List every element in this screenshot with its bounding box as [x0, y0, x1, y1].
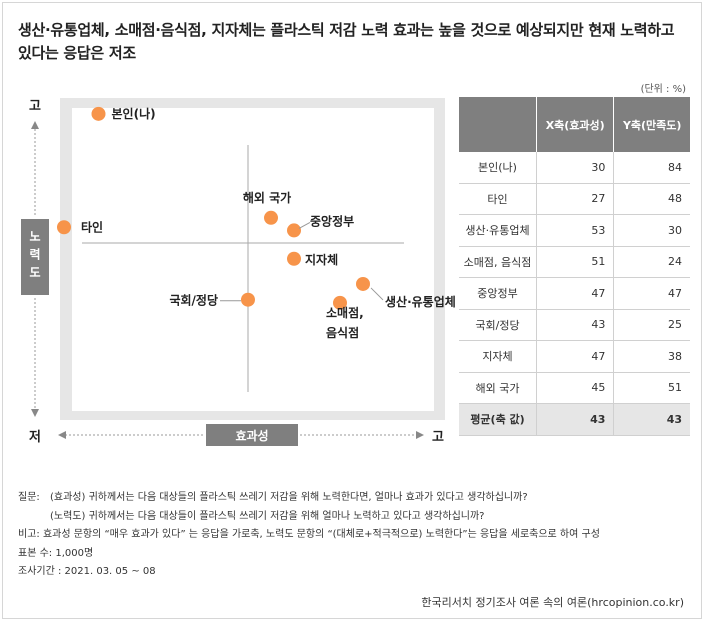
point-label: 지자체 [305, 252, 338, 267]
source-credit: 한국리서치 정기조사 여론 속의 여론(hrcopinion.co.kr) [421, 596, 684, 609]
scatter-point [91, 106, 106, 121]
survey-period: 조사기간 : 2021. 03. 05 ~ 08 [18, 566, 156, 577]
scatter-point [57, 220, 71, 235]
scatter-point [333, 295, 347, 310]
data-table: X축(효과성) Y축(만족도) 본인(나) 30 84 타인 27 48 생산·유통업체 53… [459, 97, 690, 436]
row-y-value: 47 [613, 277, 690, 310]
average-row: 평균(축 값) 43 43 [459, 403, 690, 436]
row-x-value: 27 [536, 183, 615, 215]
x-axis-high-label: 고 [432, 430, 444, 445]
row-x-value: 30 [536, 152, 615, 184]
row-x-value: 51 [536, 246, 615, 278]
leader-line [370, 287, 384, 301]
avg-x-value: 43 [536, 403, 615, 436]
avg-y-value: 43 [613, 403, 690, 436]
point-label: 본인(나) [112, 106, 156, 121]
table-header-y: Y축(만족도) [613, 97, 690, 152]
y-axis-title: 노력도 [21, 219, 49, 295]
chart-title: 생산·유통업체, 소매점·음식점, 지자체는 플라스틱 저감 노력 효과는 높을… [18, 21, 675, 62]
row-y-value: 84 [613, 152, 690, 184]
y-axis-low-label: 저 [29, 430, 41, 445]
point-label: 타인 [81, 219, 103, 234]
table-row: 중앙정부 47 47 [459, 277, 690, 310]
row-y-value: 38 [613, 340, 690, 373]
question-1: (효과성) 귀하께서는 다음 대상들의 플라스틱 쓰레기 저감을 위해 노력한다… [50, 492, 528, 503]
table-row: 본인(나) 30 84 [459, 152, 690, 184]
point-label: 해외 국가 [243, 190, 291, 205]
table-row: 국회/정당 43 25 [459, 309, 690, 341]
scatter-point [264, 210, 278, 225]
point-label: 생산·유통업체 [385, 294, 456, 309]
row-x-value: 47 [536, 277, 615, 310]
row-x-value: 47 [536, 340, 615, 373]
row-y-value: 51 [613, 372, 690, 404]
table-row: 소매점, 음식점 51 24 [459, 246, 690, 278]
row-y-value: 30 [613, 214, 690, 247]
row-label: 생산·유통업체 [459, 214, 537, 247]
row-label: 국회/정당 [459, 309, 537, 341]
table-row: 해외 국가 45 51 [459, 372, 690, 404]
scatter-point [287, 251, 301, 266]
table-header-blank [459, 97, 537, 152]
row-label: 본인(나) [459, 152, 537, 184]
point-label: 국회/정당 [169, 293, 218, 308]
row-label: 지자체 [459, 340, 537, 373]
row-y-value: 48 [613, 183, 690, 215]
table-header-x: X축(효과성) [536, 97, 615, 152]
point-label: 중앙정부 [310, 213, 354, 228]
notes: 질문: (효과성) 귀하께서는 다음 대상들의 플라스틱 쓰레기 저감을 위해 … [18, 489, 698, 582]
row-label: 중앙정부 [459, 277, 537, 310]
row-label: 타인 [459, 183, 537, 215]
scatter-point [287, 223, 301, 238]
leader-line [298, 221, 311, 229]
table-row: 지자체 47 38 [459, 340, 690, 373]
note-text: 비고: 효과성 문항의 “매우 효과가 있다” 는 응답을 가로축, 노력도 문… [18, 529, 600, 540]
row-x-value: 43 [536, 309, 615, 341]
point-label: 소매점, 음식점 [326, 305, 364, 340]
row-label: 해외 국가 [459, 372, 537, 404]
plot-area [72, 108, 434, 411]
table-row: 타인 27 48 [459, 183, 690, 215]
row-y-value: 24 [613, 246, 690, 278]
y-axis-high-label: 고 [29, 99, 41, 114]
scatter-point [356, 276, 370, 291]
row-x-value: 45 [536, 372, 615, 404]
row-y-value: 25 [613, 309, 690, 341]
row-x-value: 53 [536, 214, 615, 247]
avg-label: 평균(축 값) [459, 403, 537, 436]
sample-size: 표본 수: 1,000명 [18, 547, 94, 559]
x-axis-title: 효과성 [206, 424, 298, 446]
table-body: 본인(나) 30 84 타인 27 48 생산·유통업체 53 30 소매점, 음식점 51 24 중앙… [459, 152, 690, 436]
scatter-point [241, 292, 255, 307]
question-label: 질문: [18, 492, 40, 503]
unit-label: (단위 : %) [640, 84, 686, 95]
question-2: (노력도) 귀하께서는 다음 대상들이 플라스틱 쓰레기 저감을 위해 얼마나 … [50, 510, 485, 522]
row-label: 소매점, 음식점 [459, 246, 537, 278]
table-row: 생산·유통업체 53 30 [459, 214, 690, 247]
